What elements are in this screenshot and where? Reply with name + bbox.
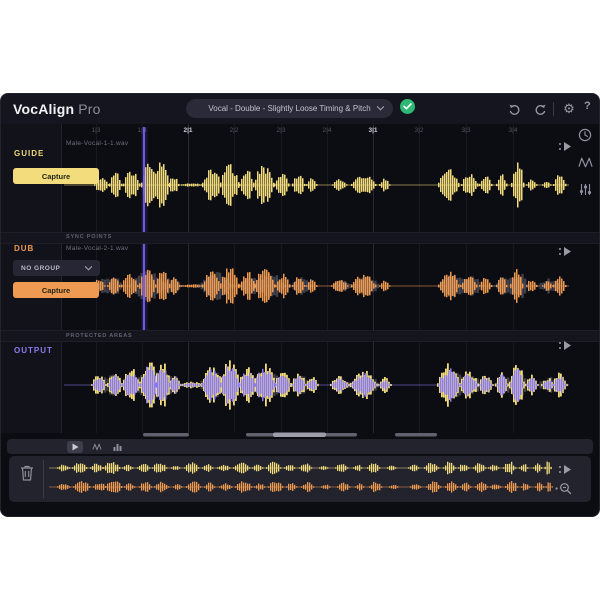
overview-waveforms[interactable] <box>1 456 600 502</box>
guide-filename: Male-Vocal-1-1.wav <box>66 140 129 147</box>
timeline-ruler[interactable]: 1|3 1|4 2|1 2|2 2|3 2|4 3|1 3|2 3|3 3|4 <box>1 125 599 138</box>
dub-section-label: DUB <box>14 244 35 253</box>
ruler-label: 3|3 <box>462 127 471 134</box>
preset-dropdown[interactable]: Vocal - Double - Slightly Loose Timing &… <box>186 99 393 118</box>
guide-track-flag-icon[interactable] <box>558 141 572 152</box>
dub-group-dropdown[interactable]: NO GROUP <box>13 260 100 276</box>
dub-capture-button[interactable]: Capture <box>13 282 99 298</box>
waveform-canvas[interactable] <box>1 124 600 438</box>
sync-points-strip <box>1 232 599 244</box>
play-button[interactable] <box>67 440 83 453</box>
ruler-label: 3|4 <box>509 127 518 134</box>
settings-sliders-icon[interactable] <box>577 181 593 197</box>
overview-divider <box>43 460 44 498</box>
warp-mode-icon[interactable] <box>89 441 105 453</box>
sync-points-label: SYNC POINTS <box>66 234 113 240</box>
ruler-label: 2|2 <box>230 127 239 134</box>
ruler-label: 1|3 <box>92 127 101 134</box>
protected-areas-strip <box>1 330 599 342</box>
app-title: VocAlign Pro <box>13 101 101 117</box>
ruler-label: 3|2 <box>415 127 424 134</box>
redo-icon[interactable] <box>532 101 548 117</box>
vocalign-window: VocAlign Pro Vocal - Double - Slightly Lo… <box>0 93 600 517</box>
energy-bars-icon[interactable] <box>109 441 125 453</box>
brand-suffix: Pro <box>78 101 101 117</box>
dub-track-flag-icon[interactable] <box>558 246 572 257</box>
warp-view-icon[interactable] <box>577 154 593 170</box>
guide-capture-button[interactable]: Capture <box>13 168 99 184</box>
output-section-label: OUTPUT <box>14 346 53 355</box>
undo-icon[interactable] <box>506 101 522 117</box>
analysis-check-icon[interactable] <box>400 99 415 114</box>
ruler-label: 2|4 <box>323 127 332 134</box>
overview-flag-icon[interactable] <box>558 464 572 475</box>
help-button[interactable]: ? <box>584 100 591 112</box>
zoom-out-icon[interactable] <box>555 482 573 495</box>
overview-panel <box>9 456 591 502</box>
guide-section-label: GUIDE <box>14 149 45 158</box>
ruler-label: 2|1 <box>183 127 192 134</box>
header-divider <box>553 102 554 116</box>
protected-areas-label: PROTECTED AREAS <box>66 332 133 339</box>
trash-icon[interactable] <box>19 464 35 482</box>
ruler-label: 2|3 <box>277 127 286 134</box>
chevron-down-icon <box>377 106 384 111</box>
ruler-label: 1|4 <box>138 127 147 134</box>
transport-toolbar <box>7 439 593 454</box>
dub-filename: Male-Vocal-2-1.wav <box>66 245 129 252</box>
dub-group-value: NO GROUP <box>21 264 61 272</box>
preset-value: Vocal - Double - Slightly Loose Timing &… <box>208 104 371 113</box>
history-clock-icon[interactable] <box>577 127 593 143</box>
gear-icon[interactable]: ⚙ <box>563 101 575 116</box>
ruler-label: 3|1 <box>368 127 377 134</box>
brand-name: VocAlign <box>13 101 75 117</box>
header-bar: VocAlign Pro Vocal - Double - Slightly Lo… <box>1 94 599 125</box>
output-track-flag-icon[interactable] <box>558 340 572 351</box>
chevron-down-icon <box>85 266 92 271</box>
